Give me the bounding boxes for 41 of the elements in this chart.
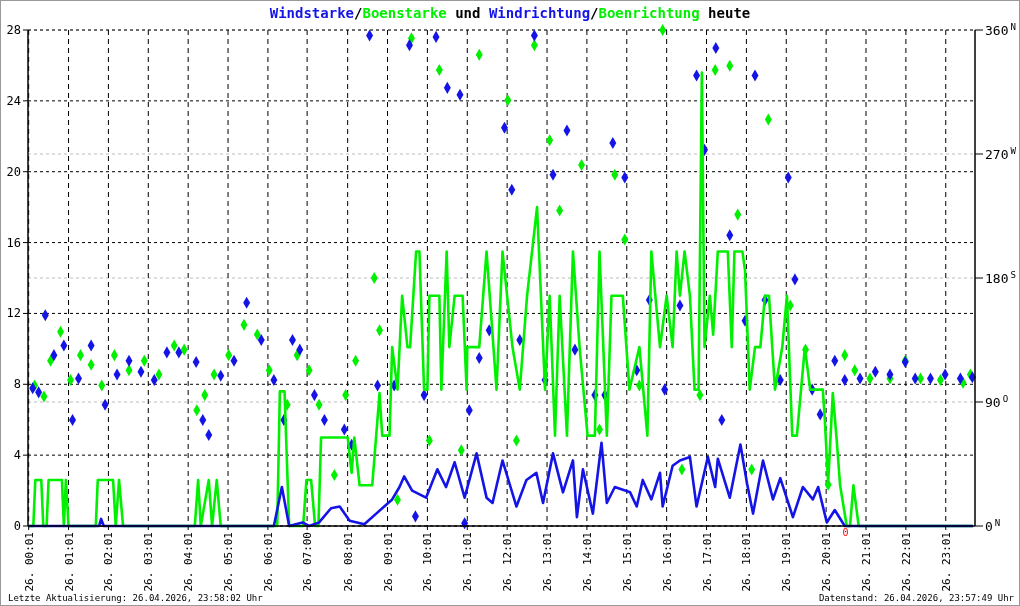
y-tick-label: 20: [6, 164, 21, 179]
x-tick-label: 26. 15:01: [620, 532, 634, 592]
x-tick-label: 26. 20:01: [820, 532, 834, 592]
x-tick-label: 26. 04:01: [182, 532, 196, 592]
x-tick-label: 26. 03:01: [142, 532, 156, 592]
text: Letzte Aktualisierung: 26.04.2026, 23:58:02 Uhr: [8, 593, 264, 603]
chart-title: Windstarke/Boenstarke und Windrichtung/Boenrichtung heute: [269, 5, 751, 21]
x-tick-label: 26. 07:00: [301, 532, 315, 592]
y-tick-label: 0: [13, 519, 21, 533]
x-tick-label: 26. 10:01: [421, 532, 435, 592]
annotation: 0: [842, 527, 849, 538]
x-tick-label: 26. 16:01: [660, 532, 674, 592]
y2-tick-label: 180$^{S}$: [985, 270, 1016, 286]
y-tick-label: 8: [13, 377, 21, 392]
x-tick-label: 26. 22:01: [899, 532, 913, 592]
text: Datenstand: 26.04.2026, 23:57:49 Uhr: [818, 593, 1015, 603]
x-tick-label: 26. 18:01: [740, 532, 754, 592]
x-tick-label: 26. 14:01: [580, 532, 594, 592]
x-tick-label: 26. 21:01: [860, 532, 874, 592]
x-tick-label: 26. 17:01: [700, 532, 714, 592]
x-tick-label: 26. 23:01: [939, 532, 953, 592]
x-tick-label: 26. 09:01: [381, 532, 395, 592]
x-tick-label: 26. 08:01: [341, 532, 355, 592]
y-tick-label: 12: [6, 306, 21, 321]
x-tick-label: 26. 11:01: [461, 532, 475, 592]
x-tick-label: 26. 13:01: [541, 532, 555, 592]
y-tick-label: 16: [6, 235, 21, 250]
y2-tick-label: 360$^{N}$: [985, 22, 1016, 38]
y2-tick-label: 90$^{O}$: [985, 394, 1009, 410]
x-tick-label: 26. 05:01: [222, 532, 236, 592]
x-tick-label: 26. 02:01: [102, 532, 116, 592]
y2-tick-label: 0$^{N}$: [985, 518, 1001, 534]
y2-tick-label: 270$^{W}$: [985, 146, 1017, 162]
x-tick-label: 26. 12:01: [501, 532, 515, 592]
y-tick-label: 4: [13, 448, 21, 463]
x-tick-label: 26. 01:01: [62, 532, 76, 592]
y-tick-label: 28: [6, 23, 21, 37]
x-tick-label: 26. 19:01: [780, 532, 794, 592]
y-tick-label: 24: [6, 93, 21, 108]
x-tick-label: 26. 00:01: [22, 532, 36, 592]
x-tick-label: 26. 06:01: [261, 532, 275, 592]
